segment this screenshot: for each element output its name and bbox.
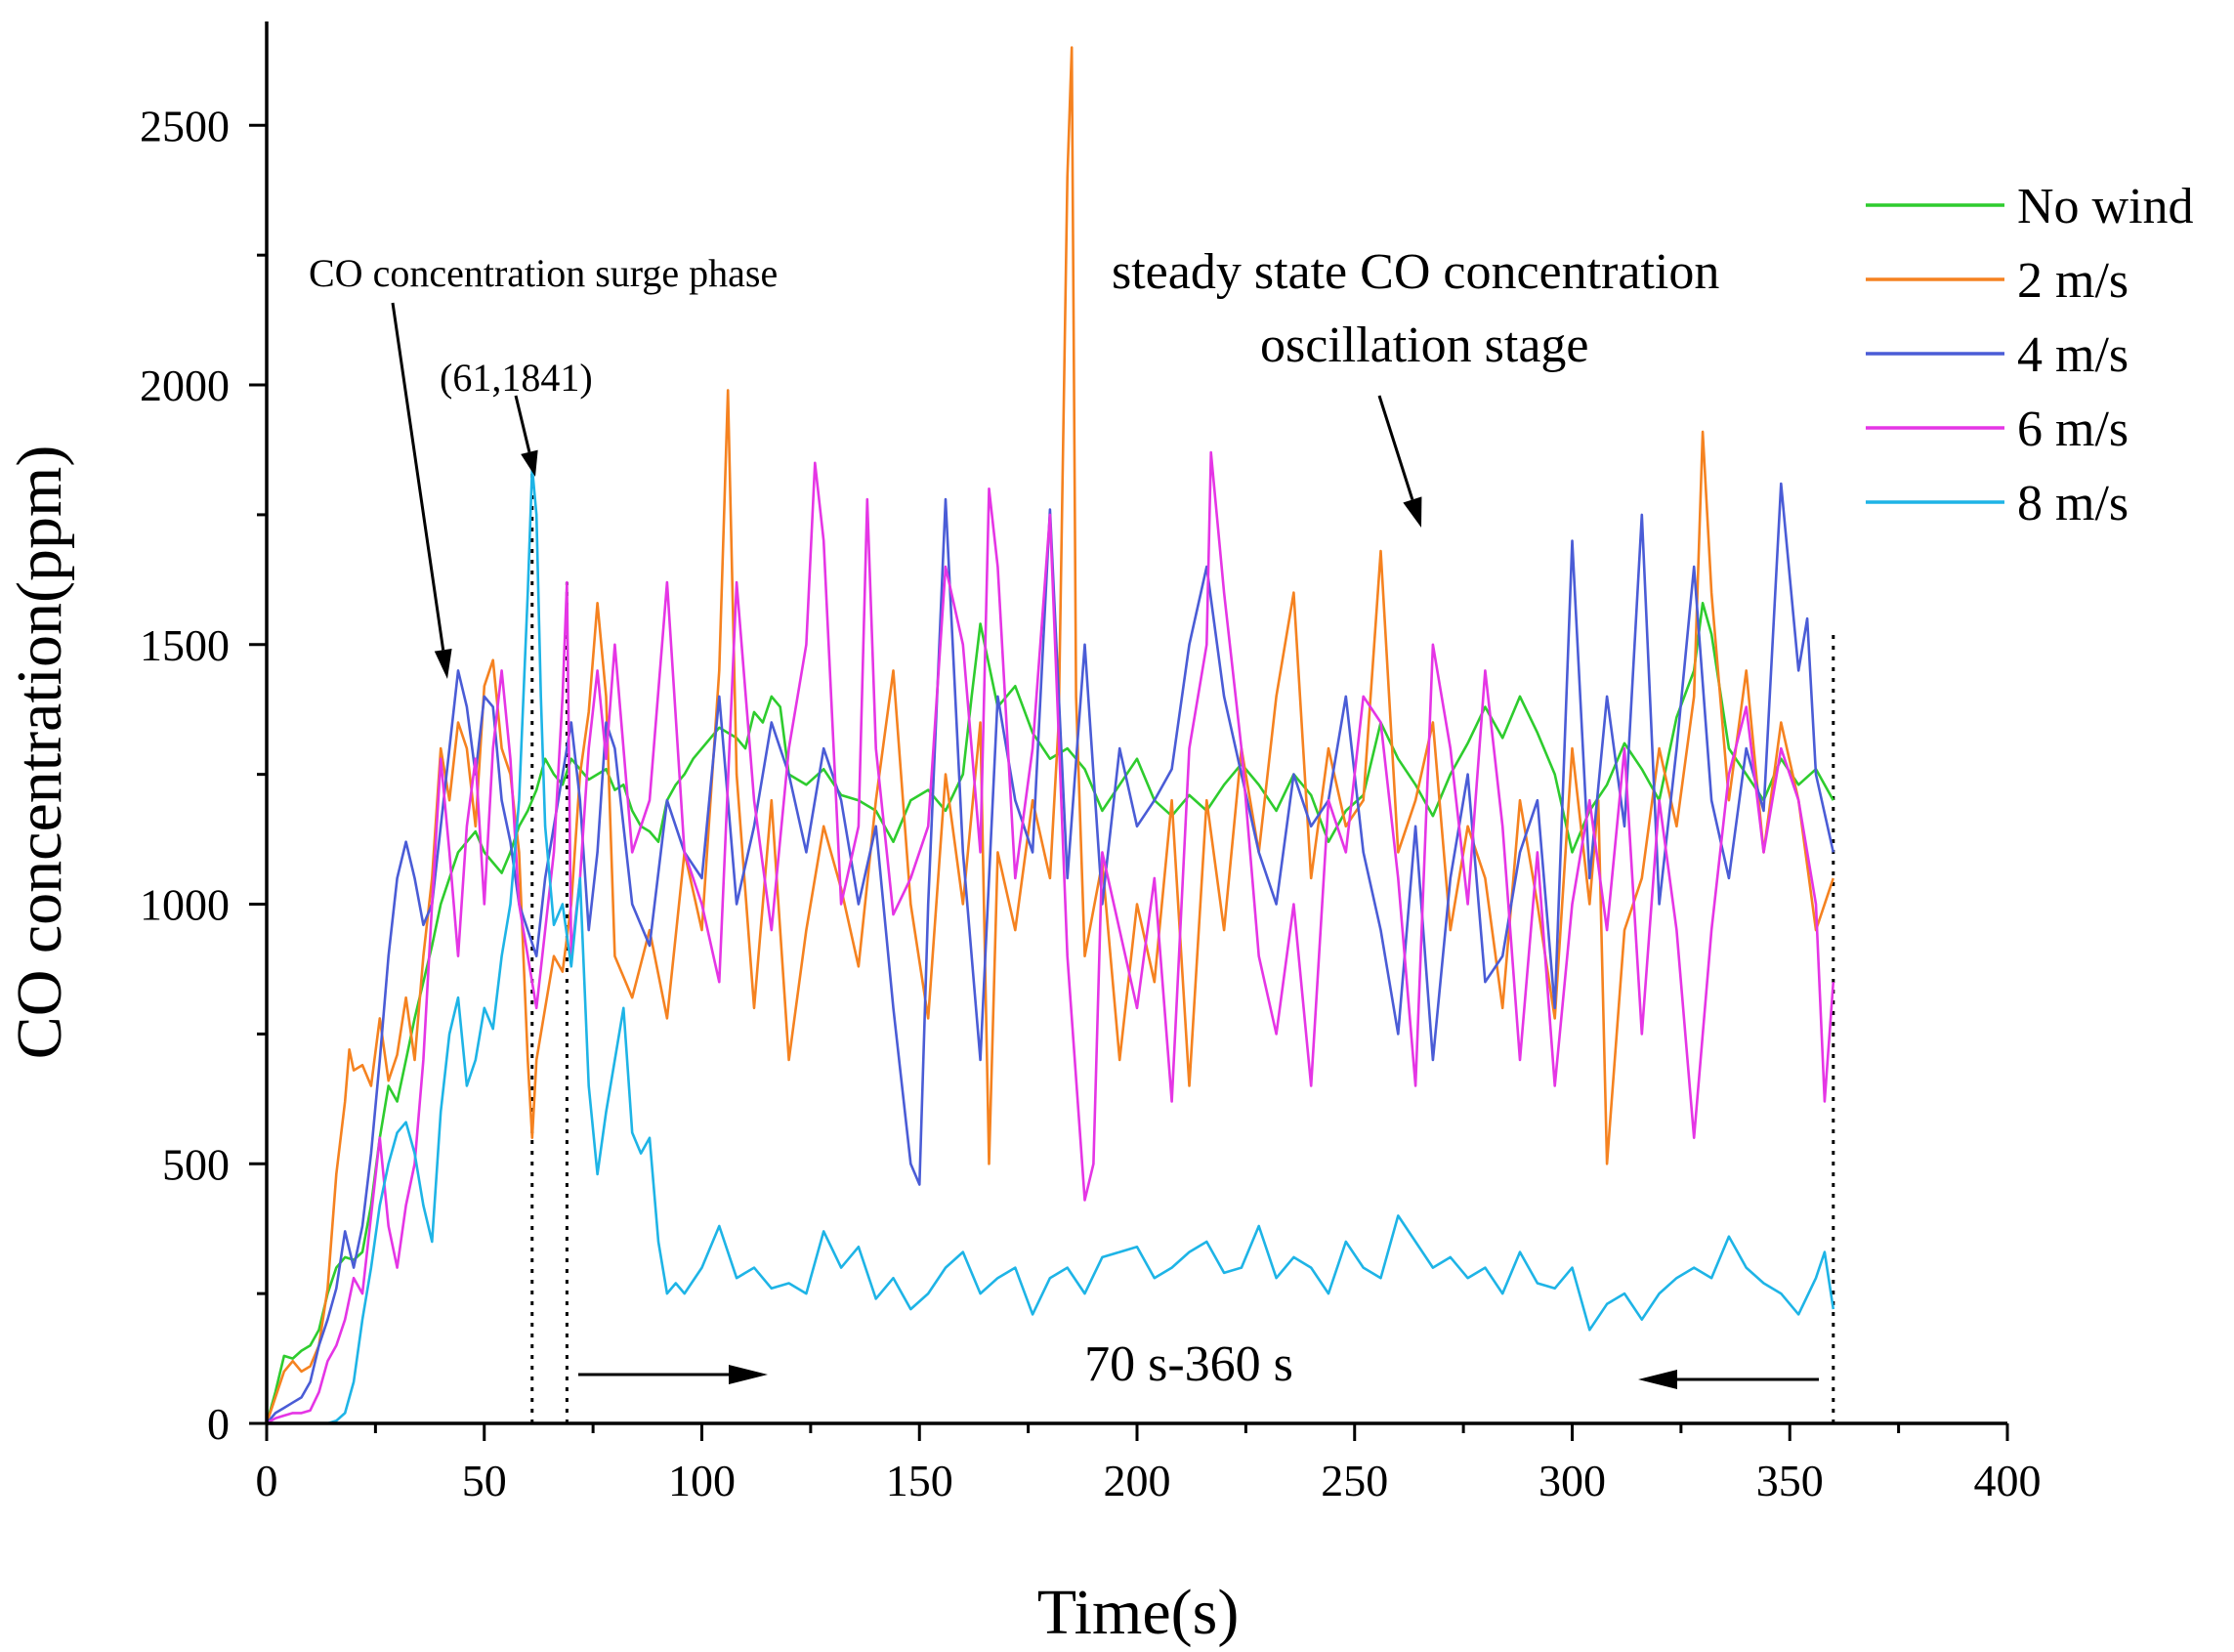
arrow-range-right-head xyxy=(729,1365,768,1384)
x-tick-label: 350 xyxy=(1756,1456,1824,1505)
annotation-peak-point: (61,1841) xyxy=(440,356,593,400)
x-tick-label: 50 xyxy=(462,1456,507,1505)
arrow-surge-phase-head xyxy=(434,649,452,679)
arrow-steady-state-shaft xyxy=(1377,395,1414,500)
x-tick-label: 250 xyxy=(1321,1456,1388,1505)
series-line-4 xyxy=(267,466,1835,1425)
y-tick-label: 500 xyxy=(162,1139,230,1189)
x-tick-label: 0 xyxy=(256,1456,278,1505)
y-tick-label: 2000 xyxy=(140,360,230,410)
series-line-2 xyxy=(266,482,1835,1424)
arrow-range-right xyxy=(578,1365,768,1384)
y-tick-label: 2500 xyxy=(140,101,230,150)
arrow-steady-state-head xyxy=(1403,496,1422,528)
legend: No wind 2 m/s 4 m/s 6 m/s 8 m/s xyxy=(1866,179,2194,531)
x-tick-label: 200 xyxy=(1104,1456,1171,1505)
x-tick-label: 400 xyxy=(1974,1456,2042,1505)
legend-label-2: 4 m/s xyxy=(2017,327,2129,383)
y-tick-label: 1000 xyxy=(140,880,230,930)
annotations: CO concentration surge phase (61,1841) ste… xyxy=(309,244,1819,1392)
y-tick-label: 1500 xyxy=(140,620,230,670)
arrow-surge-phase xyxy=(391,302,452,679)
y-tick-label: 0 xyxy=(207,1399,230,1449)
x-axis-title: Time(s) xyxy=(1037,1577,1240,1648)
annotation-surge-phase: CO concentration surge phase xyxy=(309,251,778,295)
legend-label-1: 2 m/s xyxy=(2017,253,2129,309)
axes: 0 50 100 150 200 250 300 350 400 0 500 1000 1500 2000… xyxy=(140,21,2042,1505)
x-tick-label: 150 xyxy=(886,1456,953,1505)
legend-label-0: No wind xyxy=(2017,179,2194,234)
annotation-steady-state-line2: oscillation stage xyxy=(1260,318,1588,373)
legend-label-3: 6 m/s xyxy=(2017,402,2129,457)
x-tick-label: 300 xyxy=(1539,1456,1606,1505)
x-tick-label: 100 xyxy=(668,1456,736,1505)
arrow-peak-point xyxy=(514,395,538,477)
arrow-steady-state xyxy=(1377,395,1422,528)
series-line-3 xyxy=(266,450,1835,1425)
annotation-steady-state-line1: steady state CO concentration xyxy=(1112,244,1719,300)
reference-guides xyxy=(530,467,1835,1423)
arrow-peak-point-shaft xyxy=(514,395,531,453)
y-axis-title: CO concentration(ppm) xyxy=(4,445,75,1060)
arrow-peak-point-head xyxy=(521,449,538,477)
annotation-time-range: 70 s-360 s xyxy=(1084,1336,1293,1392)
arrow-range-left xyxy=(1638,1370,1819,1389)
legend-label-4: 8 m/s xyxy=(2017,476,2129,531)
series-line-1 xyxy=(265,46,1835,1424)
arrow-range-left-head xyxy=(1638,1370,1677,1389)
series-line-0 xyxy=(265,601,1834,1424)
series-layer xyxy=(265,46,1835,1425)
arrow-surge-phase-shaft xyxy=(391,302,445,651)
